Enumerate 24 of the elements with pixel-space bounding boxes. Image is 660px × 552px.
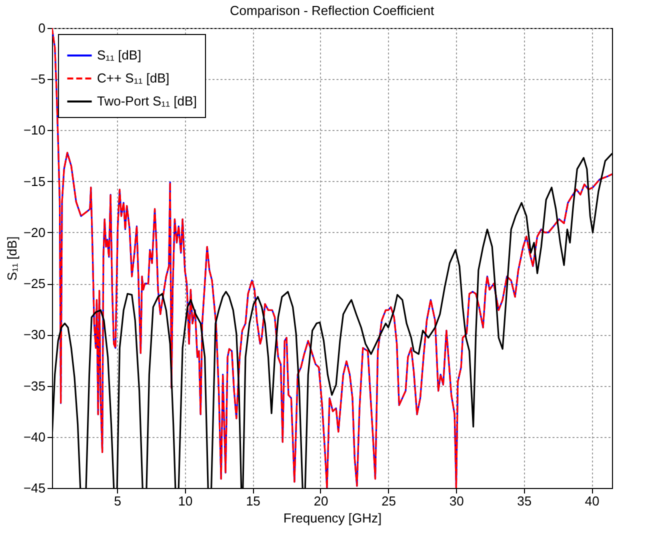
y-tick-label: −25 bbox=[23, 276, 46, 292]
x-tick-label: 15 bbox=[246, 494, 260, 508]
chart-title: Comparison - Reflection Coefficient bbox=[230, 3, 435, 18]
x-tick-label: 10 bbox=[178, 494, 193, 508]
legend-label: S₁₁ [dB] bbox=[97, 48, 142, 62]
x-tick-label: 40 bbox=[584, 494, 600, 508]
y-tick-label: −35 bbox=[23, 378, 46, 394]
x-tick-label: 30 bbox=[449, 494, 464, 508]
y-tick-label: −5 bbox=[30, 72, 46, 87]
y-tick-label: −20 bbox=[23, 224, 46, 240]
y-tick-label: −10 bbox=[23, 122, 46, 138]
y-axis-title: S₁₁ [dB] bbox=[4, 236, 20, 281]
x-axis-title: Frequency [GHz] bbox=[283, 510, 382, 526]
legend-label: C++ S₁₁ [dB] bbox=[97, 70, 170, 86]
y-tick-label: 0 bbox=[38, 20, 46, 36]
y-tick-label: −45 bbox=[23, 480, 46, 496]
y-tick-label: −30 bbox=[23, 327, 46, 342]
x-tick-label: 25 bbox=[382, 494, 396, 508]
x-tick-label: 20 bbox=[314, 494, 328, 508]
y-tick-label: −15 bbox=[23, 174, 46, 189]
x-tick-label: 35 bbox=[517, 494, 532, 508]
x-tick-label: 5 bbox=[114, 494, 122, 508]
legend-label: Two-Port S₁₁ [dB] bbox=[97, 94, 197, 108]
y-tick-label: −40 bbox=[23, 429, 46, 444]
